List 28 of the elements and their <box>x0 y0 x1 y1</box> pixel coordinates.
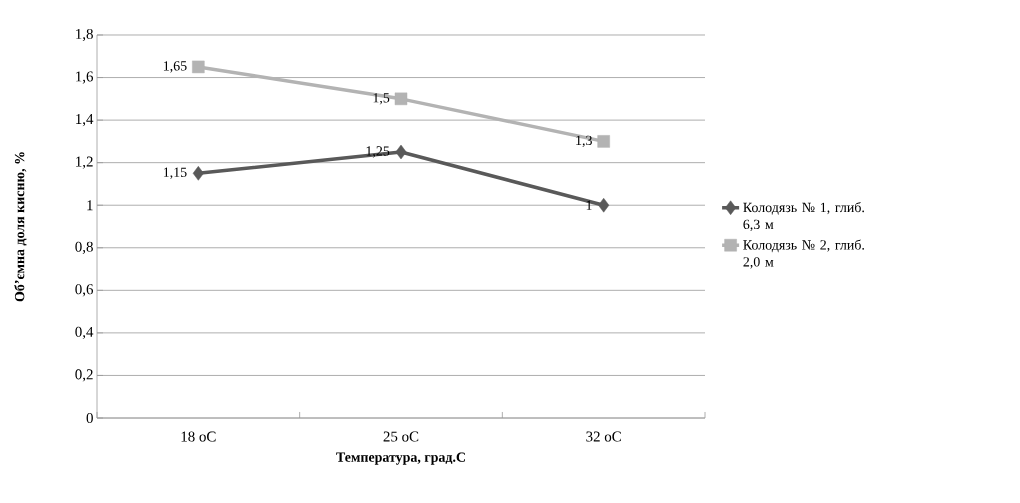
y-tick-label: 0,6 <box>75 284 94 297</box>
point <box>394 92 408 106</box>
y-tick-label: 1,4 <box>76 114 94 127</box>
y-tick-label: 1,2 <box>76 156 93 169</box>
x-tick-label: 18 оС <box>181 431 216 442</box>
x-axis-title: Температура, град.С <box>336 452 465 465</box>
y-tick-label: 0,4 <box>75 326 94 339</box>
point <box>192 166 204 181</box>
data-label: 1 <box>586 200 592 210</box>
data-label: 1,65 <box>163 61 187 73</box>
y-tick-label: 1,8 <box>76 28 93 42</box>
data-label: 1,15 <box>163 167 187 179</box>
point <box>192 60 205 74</box>
x-tick-label: 32 оС <box>586 431 621 442</box>
y-tick-label: 0,8 <box>75 241 93 254</box>
y-tick-label: 0 <box>86 412 93 424</box>
y-tick-label: 1 <box>87 200 93 211</box>
data-label: 1,5 <box>373 93 390 105</box>
point <box>395 144 407 160</box>
y-tick-label: 1,6 <box>76 71 94 84</box>
legend-label: Колодязь № 2, глиб. 2,0 м <box>743 239 864 269</box>
data-label: 1,3 <box>576 135 592 148</box>
y-axis-title: Об’ємна доля кисню, % <box>14 152 27 302</box>
x-tick-label: 25 оС <box>383 431 419 442</box>
y-tick-label: 0,2 <box>75 369 93 382</box>
point <box>598 197 610 213</box>
point <box>597 135 610 148</box>
legend-label: Колодязь № 1, глиб. 6,3 м <box>743 202 864 232</box>
